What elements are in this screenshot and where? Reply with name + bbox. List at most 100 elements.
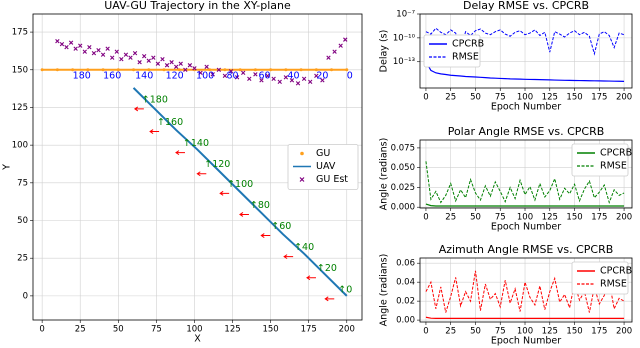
red-arrow (239, 212, 249, 217)
x-tick-label: 125 (542, 93, 558, 103)
legend-box (571, 261, 629, 295)
x-axis-label: Epoch Number (491, 102, 561, 113)
estimate-point (169, 60, 174, 65)
x-tick-label: 100 (517, 213, 533, 223)
estimate-point (271, 76, 276, 82)
x-axis-label: Epoch Number (491, 336, 561, 347)
gu-point (147, 68, 151, 72)
gu-point (86, 68, 90, 72)
gu-point (223, 68, 227, 72)
y-tick-label: 175 (12, 28, 28, 38)
estimate-point (110, 55, 115, 60)
y-axis-label: Angle (radians) (379, 254, 390, 327)
red-arrow (196, 171, 207, 177)
legend-box (571, 143, 629, 177)
estimate-point (187, 63, 193, 68)
series-line (425, 316, 625, 319)
x-tick-label: 25 (445, 327, 456, 337)
estimate-point (100, 52, 106, 57)
x-tick-label: 125 (542, 213, 558, 223)
estimate-point (210, 72, 215, 77)
estimate-point (82, 49, 87, 54)
estimate-point (198, 70, 203, 75)
estimate-point (55, 38, 60, 44)
estimate-point (132, 51, 138, 56)
estimate-point (332, 49, 337, 54)
x-tick-label: 75 (495, 213, 506, 223)
axes-frame (419, 257, 633, 323)
estimate-point (91, 51, 97, 56)
estimate-point (73, 46, 78, 51)
gu-point (101, 68, 105, 72)
estimate-point (265, 73, 270, 78)
x-tick-label: 125 (224, 325, 240, 335)
x-tick-label: 0 (423, 327, 428, 337)
y-axis-label: Y (2, 164, 13, 171)
estimate-point (155, 61, 161, 66)
legend-label: RMSE (600, 279, 627, 290)
y-tick-label: 150 (12, 65, 28, 75)
x-tick-label: 175 (591, 327, 607, 337)
estimate-point (301, 76, 307, 82)
x-tick-label: 200 (339, 325, 355, 335)
legend-swatch (300, 151, 304, 156)
chart-title: Polar Angle RMSE vs. CPCRB (448, 125, 605, 138)
y-tick-label: 10⁻¹⁰ (393, 33, 416, 43)
axes-frame (32, 13, 363, 321)
estimate-point (222, 73, 228, 78)
chart-title: Azimuth Angle RMSE vs. CPCRB (439, 243, 614, 256)
annotation: ↑40 (294, 242, 314, 253)
y-tick-label: 0.00 (396, 316, 415, 326)
estimate-point (173, 64, 179, 69)
annotation: ↑20 (317, 263, 337, 274)
series-line (425, 61, 625, 82)
annotation: 120 (166, 70, 184, 81)
gu-point (132, 68, 136, 72)
annotation: ↑60 (271, 221, 291, 232)
estimate-point (314, 73, 319, 78)
axes-frame (419, 13, 633, 89)
estimate-point (283, 75, 289, 80)
y-tick-label: 25 (17, 254, 28, 264)
estimate-point (204, 64, 209, 69)
gu-point (253, 68, 257, 72)
estimate-point (259, 78, 264, 83)
gu-point (299, 68, 303, 72)
x-tick-label: 75 (495, 327, 506, 337)
y-tick-label: 0.050 (391, 163, 415, 173)
y-tick-label: 0.04 (396, 278, 415, 288)
annotation: ↑80 (250, 200, 270, 211)
estimate-point (277, 79, 282, 85)
legend-label: GU Est (316, 174, 348, 185)
annotation: 160 (103, 70, 121, 81)
x-axis-label: Epoch Number (491, 222, 561, 233)
y-tick-label: 75 (17, 178, 28, 188)
estimate-point (105, 46, 110, 51)
x-tick-label: 100 (517, 327, 533, 337)
estimate-point (228, 69, 234, 74)
gu-point (177, 68, 181, 72)
chart-title: UAV-GU Trajectory in the XY-plane (104, 0, 291, 12)
axes-frame (419, 139, 633, 209)
estimate-point (87, 44, 92, 50)
legend-label: RMSE (600, 161, 627, 172)
estimate-point (146, 58, 151, 63)
y-tick-label: 0.025 (391, 183, 415, 193)
annotation: 80 (226, 70, 238, 81)
x-tick-label: 50 (113, 325, 124, 335)
estimate-point (253, 72, 258, 77)
annotation: 0 (347, 70, 353, 81)
red-arrow (175, 150, 185, 156)
gu-point (284, 68, 288, 72)
x-tick-label: 150 (566, 213, 582, 223)
estimate-point (247, 76, 252, 82)
red-arrow (283, 254, 294, 260)
x-tick-label: 75 (495, 93, 506, 103)
annotation: ↑0 (338, 284, 352, 295)
estimate-point (338, 43, 343, 48)
x-tick-label: 0 (39, 325, 44, 335)
gu-point (208, 68, 212, 72)
annotation: 60 (258, 70, 270, 81)
